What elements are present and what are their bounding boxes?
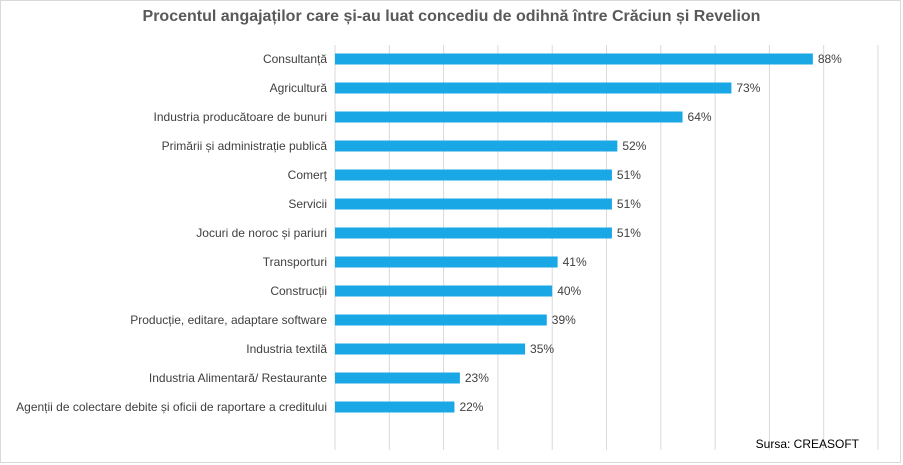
category-label: Producție, editare, adaptare software — [130, 313, 327, 327]
category-label: Agricultură — [270, 81, 328, 95]
value-label: 39% — [552, 313, 576, 327]
chart-title: Procentul angajaților care și-au luat co… — [142, 8, 761, 25]
bar — [335, 372, 460, 384]
bar — [335, 169, 612, 181]
category-label: Comerț — [288, 168, 328, 182]
bar — [335, 314, 547, 326]
category-label: Jocuri de noroc și pariuri — [196, 226, 327, 240]
bar — [335, 53, 813, 65]
value-label: 40% — [557, 284, 581, 298]
category-label: Construcții — [270, 284, 327, 298]
category-label: Agenții de colectare debite și oficii de… — [16, 400, 327, 414]
bar — [335, 198, 612, 210]
value-label: 22% — [459, 400, 483, 414]
bar — [335, 111, 683, 123]
value-label: 51% — [617, 226, 641, 240]
value-label: 88% — [818, 52, 842, 66]
category-label: Primării și administrație publică — [162, 139, 328, 153]
category-label: Servicii — [288, 197, 327, 211]
category-label: Industria textilă — [246, 342, 327, 356]
category-label: Transporturi — [263, 255, 327, 269]
category-label: Consultanță — [263, 52, 327, 66]
value-label: 64% — [688, 110, 712, 124]
bar — [335, 256, 558, 268]
bar — [335, 285, 553, 297]
bar — [335, 82, 732, 94]
value-label: 73% — [736, 81, 760, 95]
bar — [335, 343, 526, 355]
category-label: Industria producătoare de bunuri — [154, 110, 327, 124]
value-label: 41% — [563, 255, 587, 269]
value-label: 35% — [530, 342, 554, 356]
value-label: 51% — [617, 197, 641, 211]
bar — [335, 227, 612, 239]
bar — [335, 140, 618, 152]
category-label: Industria Alimentară/ Restaurante — [149, 371, 327, 385]
source-note: Sursa: CREASOFT — [755, 437, 859, 451]
value-label: 23% — [465, 371, 489, 385]
value-label: 52% — [622, 139, 646, 153]
value-label: 51% — [617, 168, 641, 182]
bar — [335, 401, 455, 413]
